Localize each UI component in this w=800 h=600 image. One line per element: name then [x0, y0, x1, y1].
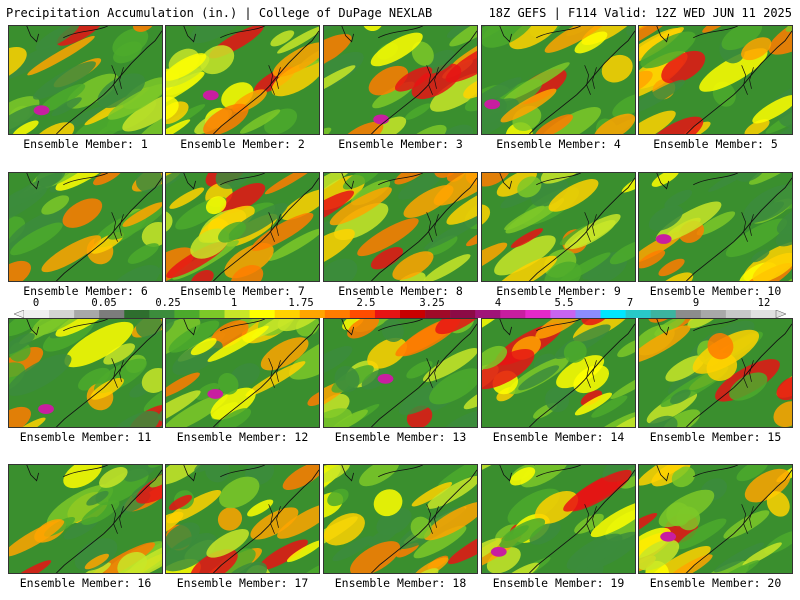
map-panel — [8, 318, 163, 428]
panel-caption: Ensemble Member: 5 — [653, 137, 778, 151]
panel-caption: Ensemble Member: 14 — [492, 430, 625, 444]
map-panel — [165, 464, 320, 574]
legend-swatch — [274, 310, 301, 318]
map-panel — [638, 172, 793, 282]
panel-caption: Ensemble Member: 4 — [496, 137, 621, 151]
legend-max-arrow — [775, 310, 786, 318]
map-panel — [323, 464, 478, 574]
map-panel — [481, 25, 636, 135]
map-panel — [323, 318, 478, 428]
legend-tick-label: 1.75 — [288, 297, 314, 309]
legend-tick-label: 5.5 — [554, 297, 574, 309]
color-legend-bar — [14, 310, 786, 318]
legend-swatch — [500, 310, 526, 318]
legend-swatch — [174, 310, 200, 318]
panel-caption: Ensemble Member: 15 — [649, 430, 782, 444]
legend-swatch — [149, 310, 175, 318]
legend-swatch — [49, 310, 75, 318]
chart-title: Precipitation Accumulation (in.) | Colle… — [6, 6, 433, 20]
map-panel — [638, 464, 793, 574]
map-panel — [481, 172, 636, 282]
panel-caption: Ensemble Member: 9 — [496, 284, 621, 298]
legend-swatch — [525, 310, 551, 318]
panel-caption: Ensemble Member: 3 — [338, 137, 463, 151]
legend-tick-label: 1 — [230, 297, 238, 309]
panel-caption: Ensemble Member: 12 — [176, 430, 309, 444]
legend-tick-label: 0.25 — [155, 297, 181, 309]
panel-caption: Ensemble Member: 8 — [338, 284, 463, 298]
map-panel — [481, 318, 636, 428]
map-panel — [165, 318, 320, 428]
map-panel — [8, 172, 163, 282]
panel-caption: Ensemble Member: 19 — [492, 576, 625, 590]
map-panel — [165, 25, 320, 135]
map-panel — [323, 25, 478, 135]
panel-caption: Ensemble Member: 20 — [649, 576, 782, 590]
legend-swatch — [199, 310, 225, 318]
map-panel — [481, 464, 636, 574]
legend-tick-label: 3.25 — [419, 297, 445, 309]
map-panel — [323, 172, 478, 282]
legend-swatch — [299, 310, 326, 318]
legend-swatch — [600, 310, 626, 318]
legend-swatch — [74, 310, 100, 318]
legend-tick-label: 0 — [32, 297, 40, 309]
panel-caption: Ensemble Member: 1 — [23, 137, 148, 151]
panel-caption: Ensemble Member: 6 — [23, 284, 148, 298]
legend-swatch — [224, 310, 250, 318]
legend-tick-label: 0.05 — [91, 297, 117, 309]
panel-caption: Ensemble Member: 2 — [180, 137, 305, 151]
legend-swatch — [725, 310, 752, 318]
legend-swatch — [425, 310, 451, 318]
legend-swatch — [99, 310, 125, 318]
legend-swatch — [349, 310, 376, 318]
panel-caption: Ensemble Member: 13 — [334, 430, 467, 444]
legend-swatch — [550, 310, 576, 318]
legend-tick-label: 7 — [626, 297, 634, 309]
legend-swatch — [700, 310, 727, 318]
valid-time: 18Z GEFS | F114 Valid: 12Z WED JUN 11 20… — [488, 6, 792, 20]
panel-caption: Ensemble Member: 16 — [19, 576, 152, 590]
map-panel — [8, 25, 163, 135]
legend-swatch — [324, 310, 351, 318]
legend-swatch — [24, 310, 50, 318]
map-panel — [8, 464, 163, 574]
legend-swatch — [675, 310, 702, 318]
legend-min-arrow — [14, 310, 25, 318]
legend-swatch — [650, 310, 677, 318]
legend-tick-label: 12 — [757, 297, 771, 309]
legend-swatch — [625, 310, 651, 318]
legend-swatch — [450, 310, 476, 318]
map-panel — [165, 172, 320, 282]
legend-swatch — [400, 310, 426, 318]
legend-swatch — [124, 310, 150, 318]
panel-caption: Ensemble Member: 7 — [180, 284, 305, 298]
map-panel — [638, 25, 793, 135]
panel-caption: Ensemble Member: 17 — [176, 576, 309, 590]
panel-caption: Ensemble Member: 11 — [19, 430, 152, 444]
legend-tick-label: 4 — [494, 297, 502, 309]
map-panel — [638, 318, 793, 428]
legend-tick-label: 9 — [692, 297, 700, 309]
legend-swatch — [249, 310, 275, 318]
legend-tick-label: 2.5 — [356, 297, 376, 309]
legend-swatch — [374, 310, 401, 318]
legend-swatch — [575, 310, 601, 318]
legend-swatch — [475, 310, 501, 318]
panel-caption: Ensemble Member: 10 — [649, 284, 782, 298]
legend-swatch — [750, 310, 777, 318]
panel-caption: Ensemble Member: 18 — [334, 576, 467, 590]
